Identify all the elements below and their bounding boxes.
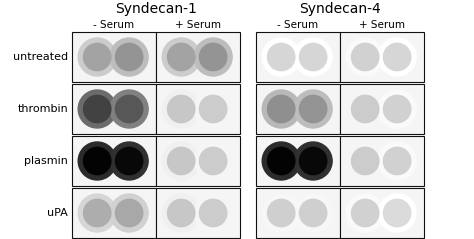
Circle shape <box>383 147 411 175</box>
Circle shape <box>83 147 111 175</box>
Circle shape <box>352 199 379 227</box>
Bar <box>156 136 240 186</box>
Circle shape <box>83 95 111 123</box>
Text: uPA: uPA <box>47 208 68 218</box>
Circle shape <box>383 95 411 123</box>
Circle shape <box>294 142 332 180</box>
Circle shape <box>162 38 200 76</box>
Circle shape <box>262 38 300 76</box>
Circle shape <box>267 199 295 227</box>
Circle shape <box>262 194 300 232</box>
Bar <box>256 84 340 134</box>
Text: - Serum: - Serum <box>277 20 319 30</box>
Circle shape <box>383 43 411 71</box>
Circle shape <box>346 194 384 232</box>
Bar <box>72 84 156 134</box>
Circle shape <box>167 43 195 71</box>
Circle shape <box>378 142 416 180</box>
Circle shape <box>378 194 416 232</box>
Text: thrombin: thrombin <box>17 104 68 114</box>
Bar <box>256 32 340 82</box>
Circle shape <box>267 147 295 175</box>
Circle shape <box>378 38 416 76</box>
Circle shape <box>262 90 300 128</box>
Circle shape <box>378 90 416 128</box>
Circle shape <box>194 90 232 128</box>
Bar <box>156 32 240 82</box>
Circle shape <box>200 199 227 227</box>
Circle shape <box>294 194 332 232</box>
Circle shape <box>83 199 111 227</box>
Bar <box>72 32 156 82</box>
Circle shape <box>167 199 195 227</box>
Circle shape <box>200 95 227 123</box>
Circle shape <box>294 90 332 128</box>
Circle shape <box>78 194 116 232</box>
Circle shape <box>78 90 116 128</box>
Bar <box>256 188 340 238</box>
Circle shape <box>294 38 332 76</box>
Circle shape <box>116 147 143 175</box>
Circle shape <box>352 147 379 175</box>
Circle shape <box>352 95 379 123</box>
Bar <box>340 136 424 186</box>
Text: - Serum: - Serum <box>93 20 135 30</box>
Circle shape <box>194 38 232 76</box>
Circle shape <box>300 95 327 123</box>
Bar <box>72 188 156 238</box>
Circle shape <box>162 194 200 232</box>
Bar <box>340 188 424 238</box>
Circle shape <box>116 95 143 123</box>
Circle shape <box>346 90 384 128</box>
Bar <box>340 84 424 134</box>
Circle shape <box>383 199 411 227</box>
Circle shape <box>110 194 148 232</box>
Circle shape <box>116 199 143 227</box>
Circle shape <box>83 43 111 71</box>
Circle shape <box>110 38 148 76</box>
Bar <box>72 136 156 186</box>
Text: untreated: untreated <box>13 52 68 62</box>
Circle shape <box>110 90 148 128</box>
Text: + Serum: + Serum <box>175 20 221 30</box>
Bar <box>156 84 240 134</box>
Circle shape <box>300 199 327 227</box>
Text: + Serum: + Serum <box>359 20 405 30</box>
Bar <box>340 32 424 82</box>
Circle shape <box>167 147 195 175</box>
Circle shape <box>167 95 195 123</box>
Circle shape <box>300 147 327 175</box>
Circle shape <box>162 142 200 180</box>
Text: Syndecan-1: Syndecan-1 <box>115 2 197 16</box>
Circle shape <box>300 43 327 71</box>
Text: Syndecan-4: Syndecan-4 <box>299 2 381 16</box>
Circle shape <box>162 90 200 128</box>
Circle shape <box>110 142 148 180</box>
Circle shape <box>78 142 116 180</box>
Circle shape <box>200 147 227 175</box>
Circle shape <box>116 43 143 71</box>
Circle shape <box>262 142 300 180</box>
Bar <box>256 136 340 186</box>
Circle shape <box>194 194 232 232</box>
Circle shape <box>200 43 227 71</box>
Circle shape <box>352 43 379 71</box>
Circle shape <box>346 38 384 76</box>
Circle shape <box>267 95 295 123</box>
Circle shape <box>78 38 116 76</box>
Circle shape <box>267 43 295 71</box>
Circle shape <box>194 142 232 180</box>
Text: plasmin: plasmin <box>24 156 68 166</box>
Circle shape <box>346 142 384 180</box>
Bar <box>156 188 240 238</box>
